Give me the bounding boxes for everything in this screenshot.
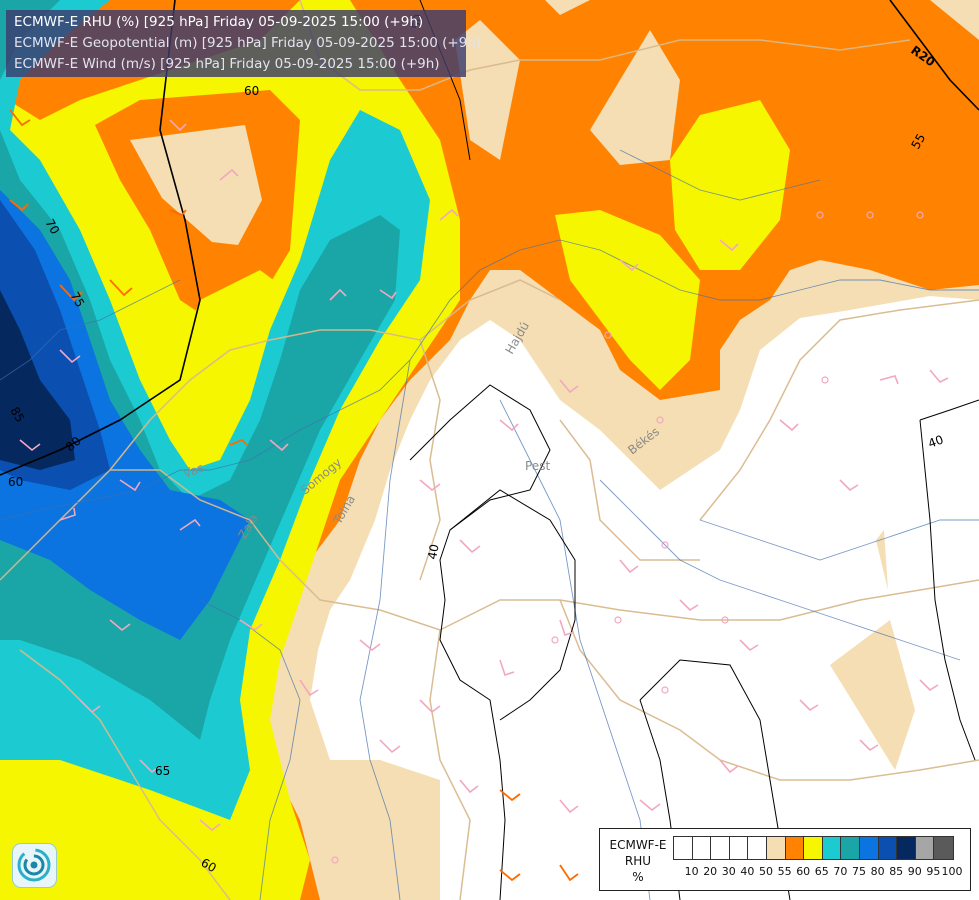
rhu-90-area — [0, 290, 75, 470]
rhu-65-area-east — [555, 210, 700, 390]
rhu-55-island-top — [455, 20, 520, 160]
legend-tick-label: 95 — [926, 865, 941, 878]
contour-label-c60-bottom: 60 — [199, 855, 219, 875]
legend-swatches — [673, 836, 954, 860]
legend-swatch — [897, 837, 916, 859]
contour-label-c55-right: 55 — [908, 131, 928, 151]
legend-tick-label: 50 — [759, 865, 773, 878]
rhu-65-bulge — [165, 270, 300, 470]
legend-title-variable: RHU — [624, 854, 652, 868]
legend-tick-label: 100 — [941, 865, 963, 878]
calm-wind-markers — [331, 211, 924, 864]
legend-title-model: ECMWF-E — [609, 838, 667, 852]
legend-tick-label: 80 — [870, 865, 885, 878]
legend-tick-label: 85 — [889, 865, 904, 878]
contour-label-c40-mid: 40 — [425, 543, 441, 560]
legend-swatch — [878, 837, 898, 859]
contour-label-c65-bottom: 65 — [155, 764, 170, 778]
legend-swatch — [822, 837, 842, 859]
contour-label-c40-right: 40 — [926, 432, 945, 450]
contour-label-c60-top: 60 — [244, 84, 259, 98]
legend-swatch — [785, 837, 805, 859]
ecmwf-swirl-icon[interactable] — [12, 843, 57, 888]
rhu-55-island-east — [830, 620, 915, 770]
contour-labels: 60 50 70 75 85 80 60 65 60 55 40 40 — [7, 13, 945, 875]
contour-label-c75-left: 75 — [67, 290, 87, 310]
legend-tick-label: 40 — [740, 865, 755, 878]
legend-tick-label: 65 — [814, 865, 829, 878]
legend-swatch — [934, 837, 953, 859]
legend-swatch — [859, 837, 879, 859]
rhu-55-island-south — [340, 760, 440, 900]
legend-ticks: 10 20 30 40 50 55 60 65 70 75 80 85 90 95 100 — [673, 865, 973, 879]
legend-swatch — [748, 837, 767, 859]
legend-swatch — [766, 837, 786, 859]
legend-swatch — [804, 837, 823, 859]
rhu-55-island-topedge — [545, 0, 590, 15]
legend-tick-label: 90 — [907, 865, 922, 878]
region-label-vas: Vas — [181, 461, 205, 481]
rhu-65-area-northeast — [670, 100, 790, 270]
rhu-55-island-north — [590, 30, 680, 165]
region-label-pest: Pest — [525, 459, 550, 473]
legend-tick-label: 10 — [684, 865, 699, 878]
rhu-80-area — [0, 190, 250, 640]
rhu-legend: ECMWF-E RHU % 10 20 30 40 50 55 60 65 70 75 80 85 90… — [599, 828, 971, 891]
rivers — [0, 149, 979, 900]
legend-tick-label: 55 — [777, 865, 792, 878]
legend-swatch — [729, 837, 749, 859]
legend-tick-label: 75 — [852, 865, 866, 878]
legend-title: ECMWF-E RHU % — [604, 837, 672, 885]
legend-swatch — [711, 837, 730, 859]
contour-label-c85-left: 85 — [7, 405, 27, 425]
contour-label-c60-left: 60 — [8, 475, 23, 489]
rhu-55-island-west-inner — [130, 125, 262, 245]
legend-swatch — [841, 837, 860, 859]
legend-title-unit: % — [632, 870, 644, 884]
legend-swatch — [915, 837, 935, 859]
layer-title-wind: ECMWF-E Wind (m/s) [925 hPa] Friday 05-0… — [14, 56, 440, 72]
layer-title-rhu: ECMWF-E RHU (%) [925 hPa] Friday 05-09-2… — [14, 14, 424, 30]
legend-tick-label: 20 — [703, 865, 718, 878]
legend-tick-label: 70 — [833, 865, 848, 878]
wind-barbs — [19, 119, 949, 832]
legend-tick-label: 60 — [796, 865, 811, 878]
rhu-55-island-sliver — [876, 530, 888, 590]
legend-swatch — [674, 837, 693, 859]
legend-swatch — [692, 837, 712, 859]
geopotential-contours — [0, 0, 979, 476]
wind-barbs-strong — [9, 109, 579, 882]
layer-info-box: ECMWF-E RHU (%) [925 hPa] Friday 05-09-2… — [6, 10, 482, 77]
contour-label-c70-left: 70 — [42, 217, 62, 237]
layer-title-geopotential: ECMWF-E Geopotential (m) [925 hPa] Frida… — [14, 35, 482, 51]
legend-tick-label: 30 — [721, 865, 736, 878]
